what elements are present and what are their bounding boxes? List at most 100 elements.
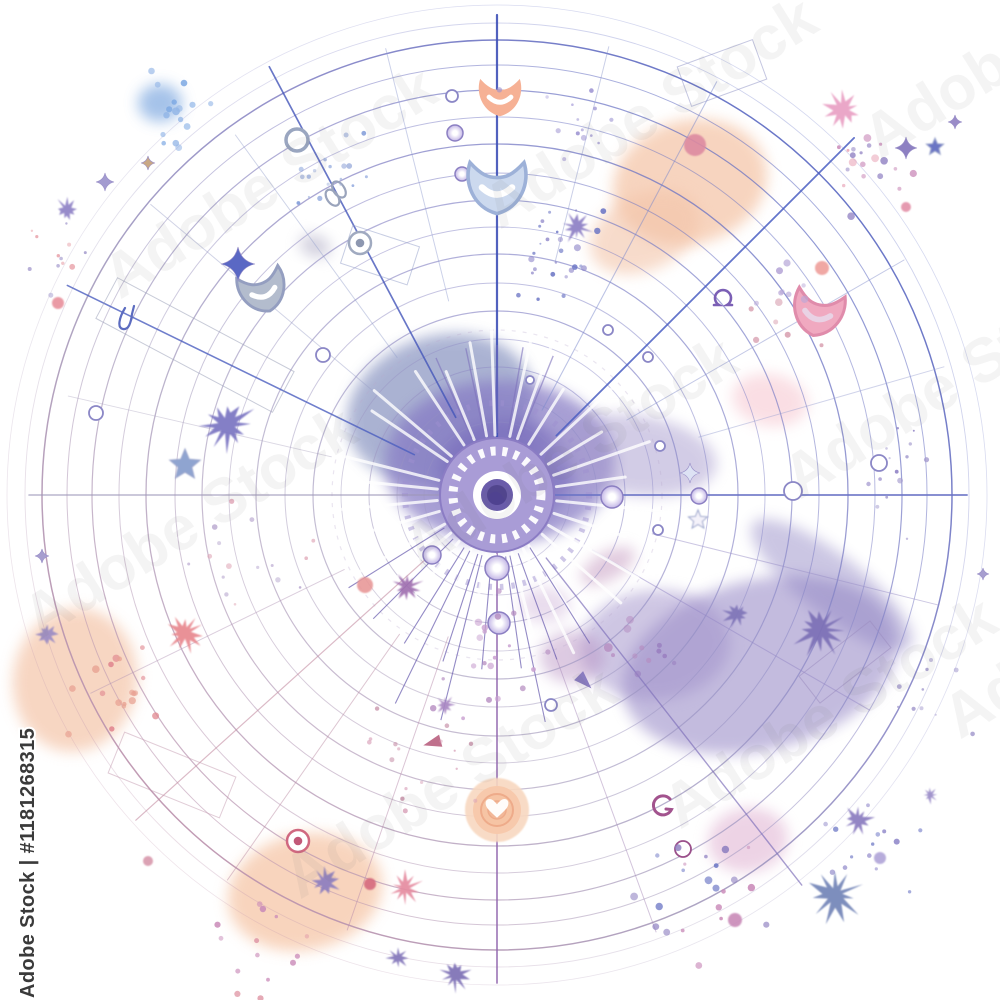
speckle-dot bbox=[860, 161, 866, 168]
speckle-dot bbox=[842, 183, 846, 188]
color-dot bbox=[364, 878, 376, 890]
speckle-dot bbox=[554, 261, 558, 264]
speckle-dot bbox=[866, 143, 872, 148]
watercolor-blob bbox=[540, 631, 604, 683]
pearl-node bbox=[315, 347, 331, 363]
speckle-dot bbox=[875, 504, 880, 509]
glyph-smile bbox=[249, 284, 278, 300]
splat-star-icon bbox=[437, 696, 456, 715]
speckle-dot bbox=[304, 934, 310, 939]
white-ray bbox=[547, 523, 640, 580]
needle-ray bbox=[509, 555, 546, 723]
target-dot bbox=[293, 836, 303, 846]
white-ray bbox=[527, 387, 565, 446]
speckle-dot bbox=[397, 747, 401, 751]
stock-credit-watermark: Adobe Stock | #1181268315 bbox=[17, 728, 39, 998]
splat-star-icon bbox=[57, 196, 77, 220]
speckle-dot bbox=[880, 157, 888, 165]
white-ray bbox=[370, 409, 449, 464]
speckle-dot bbox=[389, 757, 395, 763]
splat-star-icon bbox=[390, 869, 423, 906]
speckle-dot bbox=[847, 212, 855, 220]
speckle-dot bbox=[597, 141, 600, 145]
white-ray bbox=[365, 509, 441, 534]
speckle-dot bbox=[888, 457, 891, 460]
needle-ray bbox=[529, 547, 591, 644]
speckle-dot bbox=[897, 705, 900, 709]
speckle-dot bbox=[461, 716, 465, 721]
speckle-dot bbox=[866, 803, 870, 808]
speckle-dot bbox=[911, 706, 916, 711]
speckle-dot bbox=[715, 904, 722, 911]
needle-ray bbox=[440, 555, 483, 721]
grid-box bbox=[798, 620, 892, 704]
white-ray bbox=[413, 539, 461, 598]
mandala bbox=[439, 437, 555, 553]
speckle-dot bbox=[492, 655, 497, 660]
speckle-dot bbox=[482, 661, 487, 666]
sparkle-star-icon bbox=[220, 246, 256, 282]
speckle-dot bbox=[224, 592, 229, 597]
watercolor-blob bbox=[590, 189, 700, 275]
speckle-dot bbox=[300, 174, 305, 180]
speckle-dot bbox=[533, 267, 537, 272]
speckle-dot bbox=[912, 429, 915, 432]
speckle-dot bbox=[882, 829, 887, 834]
five-point-star-icon bbox=[925, 136, 945, 156]
speckle-dot bbox=[516, 292, 521, 298]
speckle-dot bbox=[317, 195, 323, 201]
speckle-dot bbox=[311, 538, 316, 543]
speckle-dot bbox=[580, 128, 584, 132]
target-glyph-icon bbox=[284, 127, 310, 153]
zodiac-face-glyph-icon bbox=[235, 262, 286, 313]
speckle-dot bbox=[561, 293, 566, 298]
speckle-dot bbox=[571, 103, 574, 106]
speckle-dot bbox=[364, 175, 368, 179]
white-ray bbox=[546, 430, 604, 466]
five-point-star-icon bbox=[168, 447, 202, 479]
needle-ray bbox=[465, 348, 485, 435]
speckle-dot bbox=[275, 577, 281, 583]
pearl-node bbox=[525, 375, 535, 385]
speckle-dot bbox=[312, 169, 317, 173]
speckle-dot bbox=[482, 629, 488, 634]
speckle-dot bbox=[646, 657, 652, 664]
target-dot bbox=[355, 238, 365, 248]
speckle-dot bbox=[773, 319, 779, 325]
speckle-dot bbox=[545, 95, 549, 99]
speckle-dot bbox=[859, 151, 863, 155]
speckle-dot bbox=[550, 271, 556, 277]
speckle-dot bbox=[453, 749, 456, 752]
speckle-dot bbox=[152, 712, 160, 720]
speckle-dot bbox=[746, 845, 751, 850]
white-ray bbox=[332, 499, 439, 512]
speckle-dot bbox=[896, 427, 899, 430]
color-dot bbox=[728, 913, 742, 927]
speckle-dot bbox=[634, 670, 642, 678]
speckle-dot bbox=[850, 855, 854, 859]
speckle-dot bbox=[367, 740, 372, 745]
speckle-dot bbox=[208, 101, 214, 107]
speckle-dot bbox=[183, 123, 191, 130]
speckle-dot bbox=[671, 660, 677, 666]
speckle-dot bbox=[893, 838, 900, 845]
speckle-dot bbox=[511, 610, 517, 616]
speckle-dot bbox=[925, 667, 929, 672]
mandala-tick-ring bbox=[448, 446, 546, 544]
splat-star-icon bbox=[392, 574, 424, 601]
speckle-dot bbox=[496, 87, 503, 93]
speckle-dot bbox=[374, 706, 380, 711]
pearl-node bbox=[652, 524, 664, 536]
splat-star-icon bbox=[311, 866, 340, 895]
speckle-dot bbox=[290, 959, 296, 966]
speckle-dot bbox=[532, 251, 536, 255]
speckle-dot bbox=[270, 564, 274, 567]
speckle-dot bbox=[175, 144, 183, 152]
speckle-dot bbox=[626, 615, 634, 624]
speckle-dot bbox=[655, 902, 663, 911]
white-ray bbox=[508, 337, 533, 438]
speckle-dot bbox=[929, 658, 933, 662]
glyph-smile bbox=[802, 307, 834, 323]
